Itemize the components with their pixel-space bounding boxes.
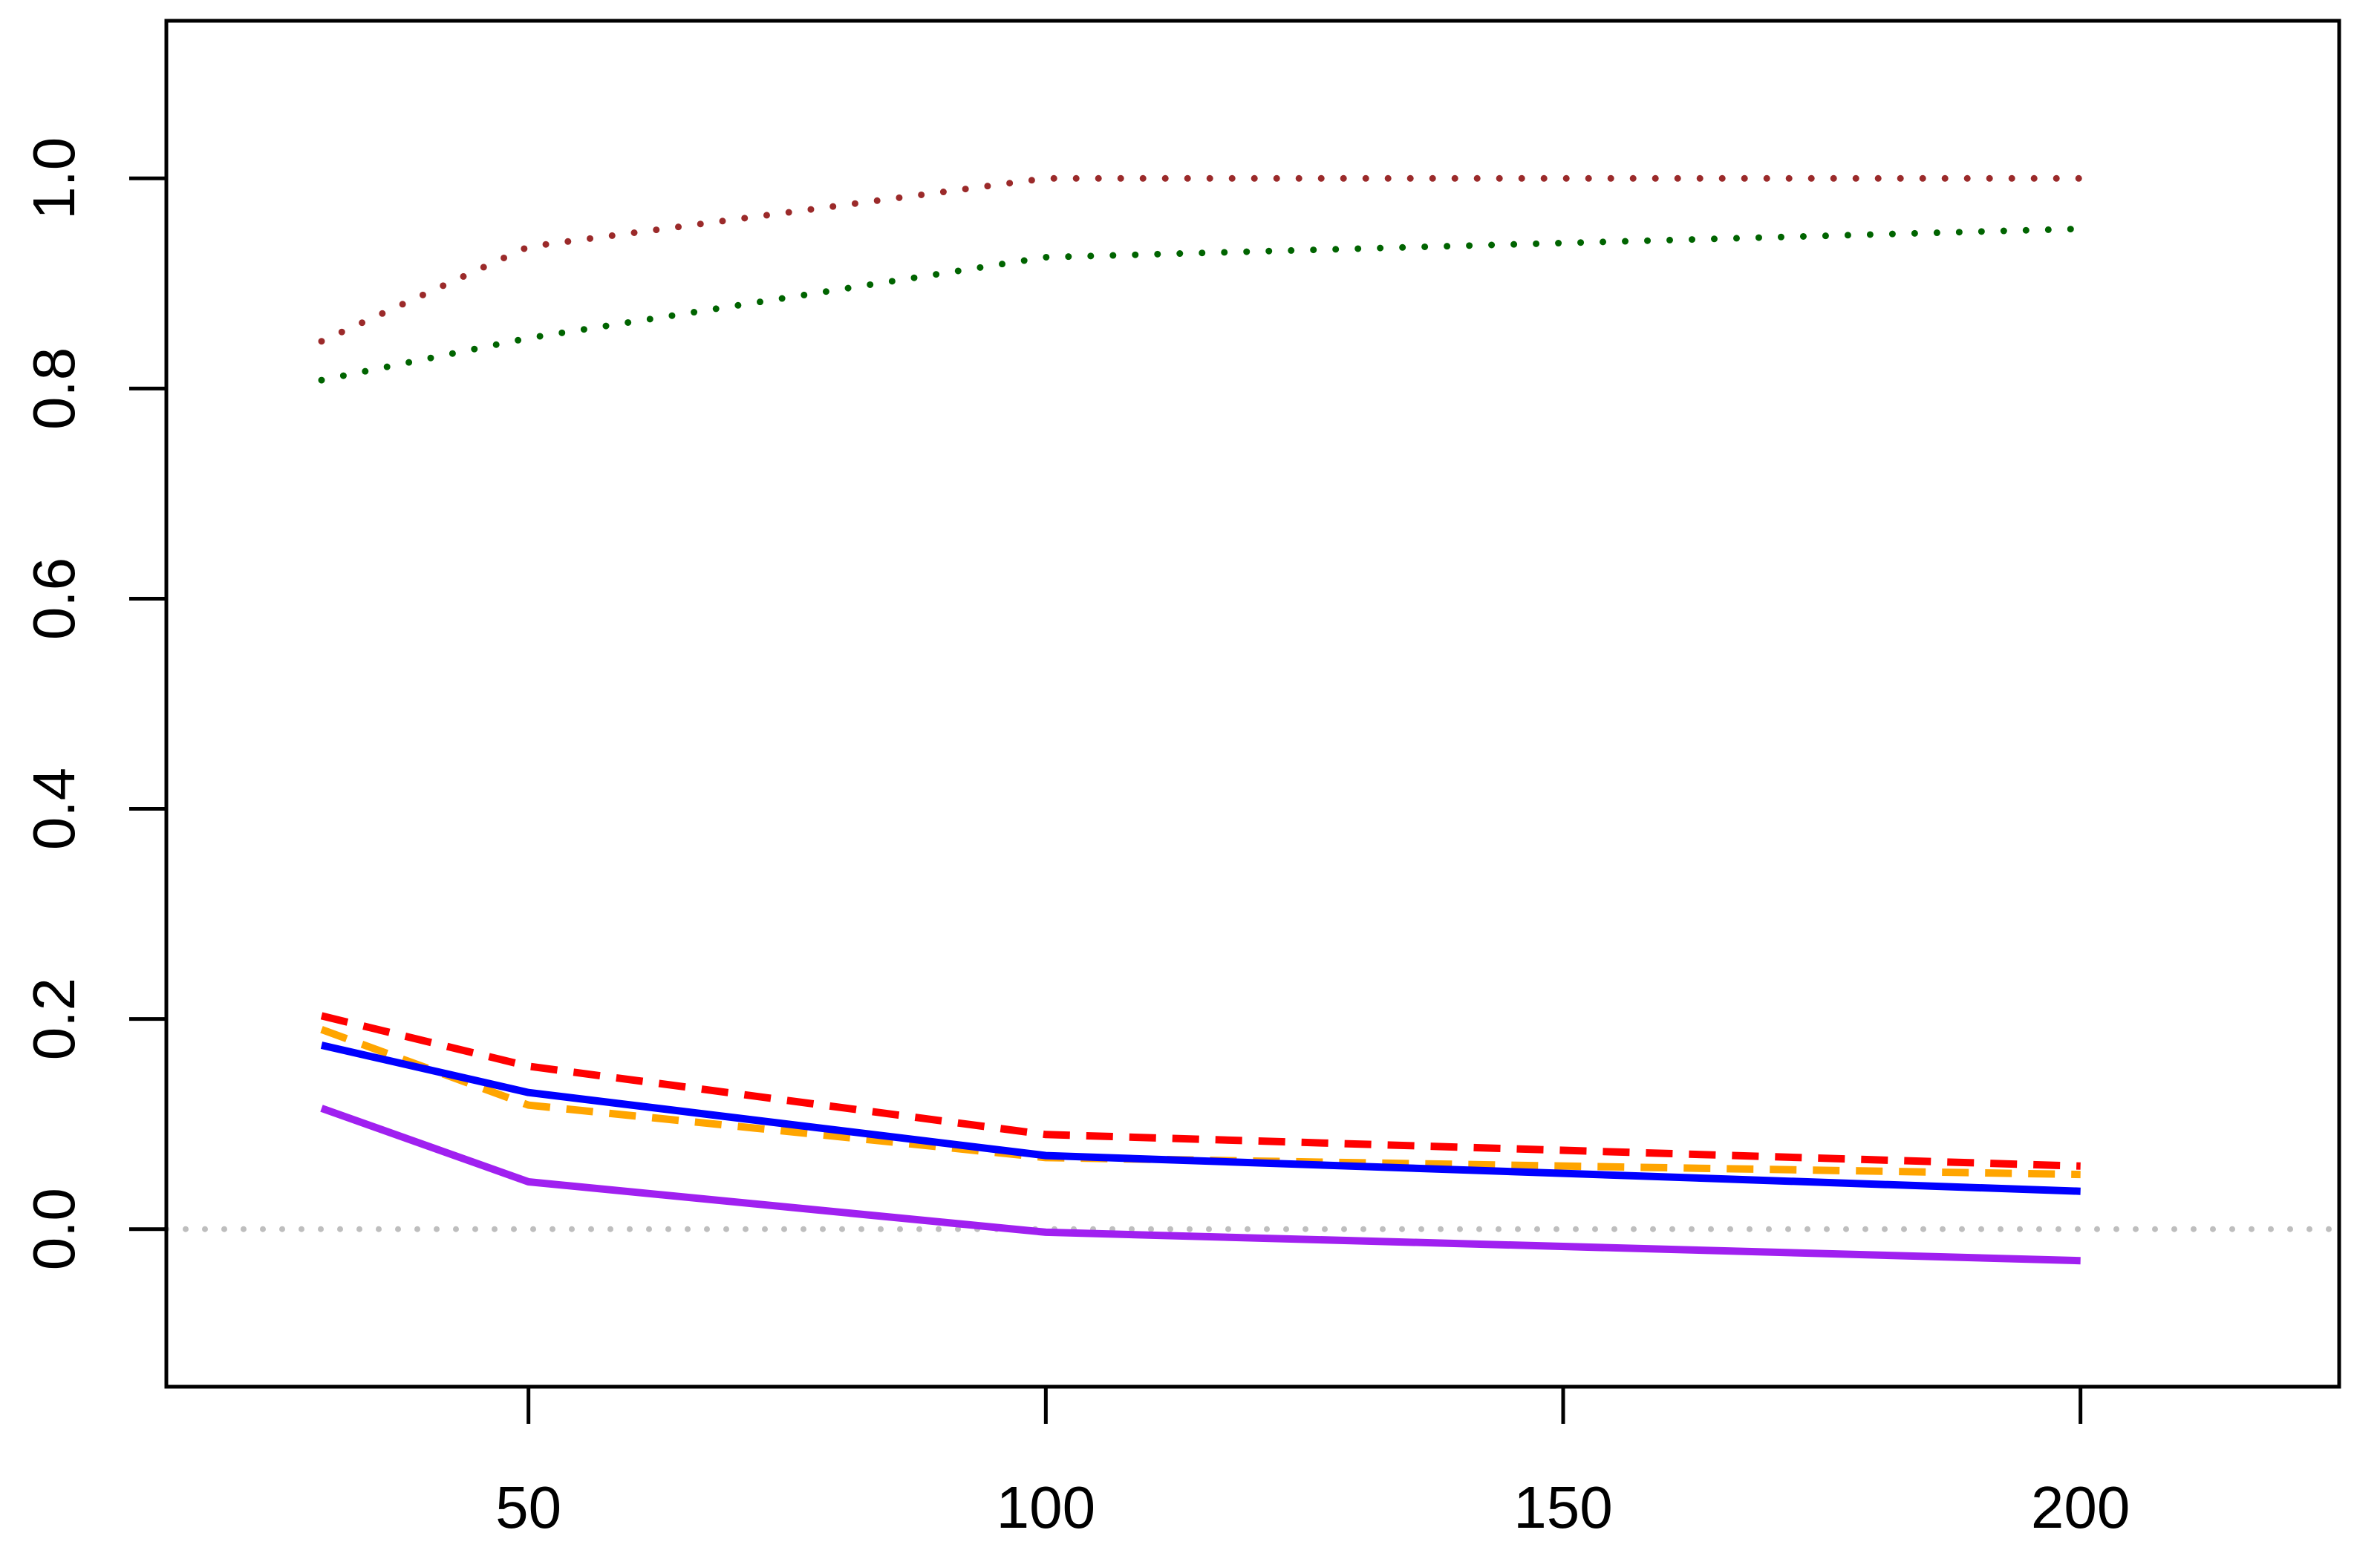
series-line-1 bbox=[318, 174, 2084, 345]
series-line-5 bbox=[320, 1042, 2081, 1195]
series-line-6 bbox=[320, 1105, 2081, 1265]
series-line-2 bbox=[318, 225, 2084, 384]
x-tick-label: 200 bbox=[2031, 1474, 2130, 1540]
y-tick-label: 0.4 bbox=[21, 768, 87, 850]
y-tick-label: 0.6 bbox=[21, 558, 87, 640]
y-tick-label: 1.0 bbox=[21, 137, 87, 220]
y-tick-label: 0.2 bbox=[21, 978, 87, 1060]
series-line-3 bbox=[320, 1012, 2081, 1170]
x-tick-label: 100 bbox=[997, 1474, 1095, 1540]
x-axis: 50 100 150 200 bbox=[495, 1384, 2130, 1540]
y-tick-label: 0.0 bbox=[21, 1188, 87, 1270]
plot-frame bbox=[164, 19, 2341, 1389]
y-tick-label: 0.8 bbox=[21, 347, 87, 430]
x-tick-label: 150 bbox=[1513, 1474, 1612, 1540]
y-axis: 0.0 0.2 0.4 0.6 0.8 1.0 bbox=[21, 137, 169, 1270]
x-tick-label: 50 bbox=[495, 1474, 561, 1540]
series-layer bbox=[318, 174, 2084, 1265]
